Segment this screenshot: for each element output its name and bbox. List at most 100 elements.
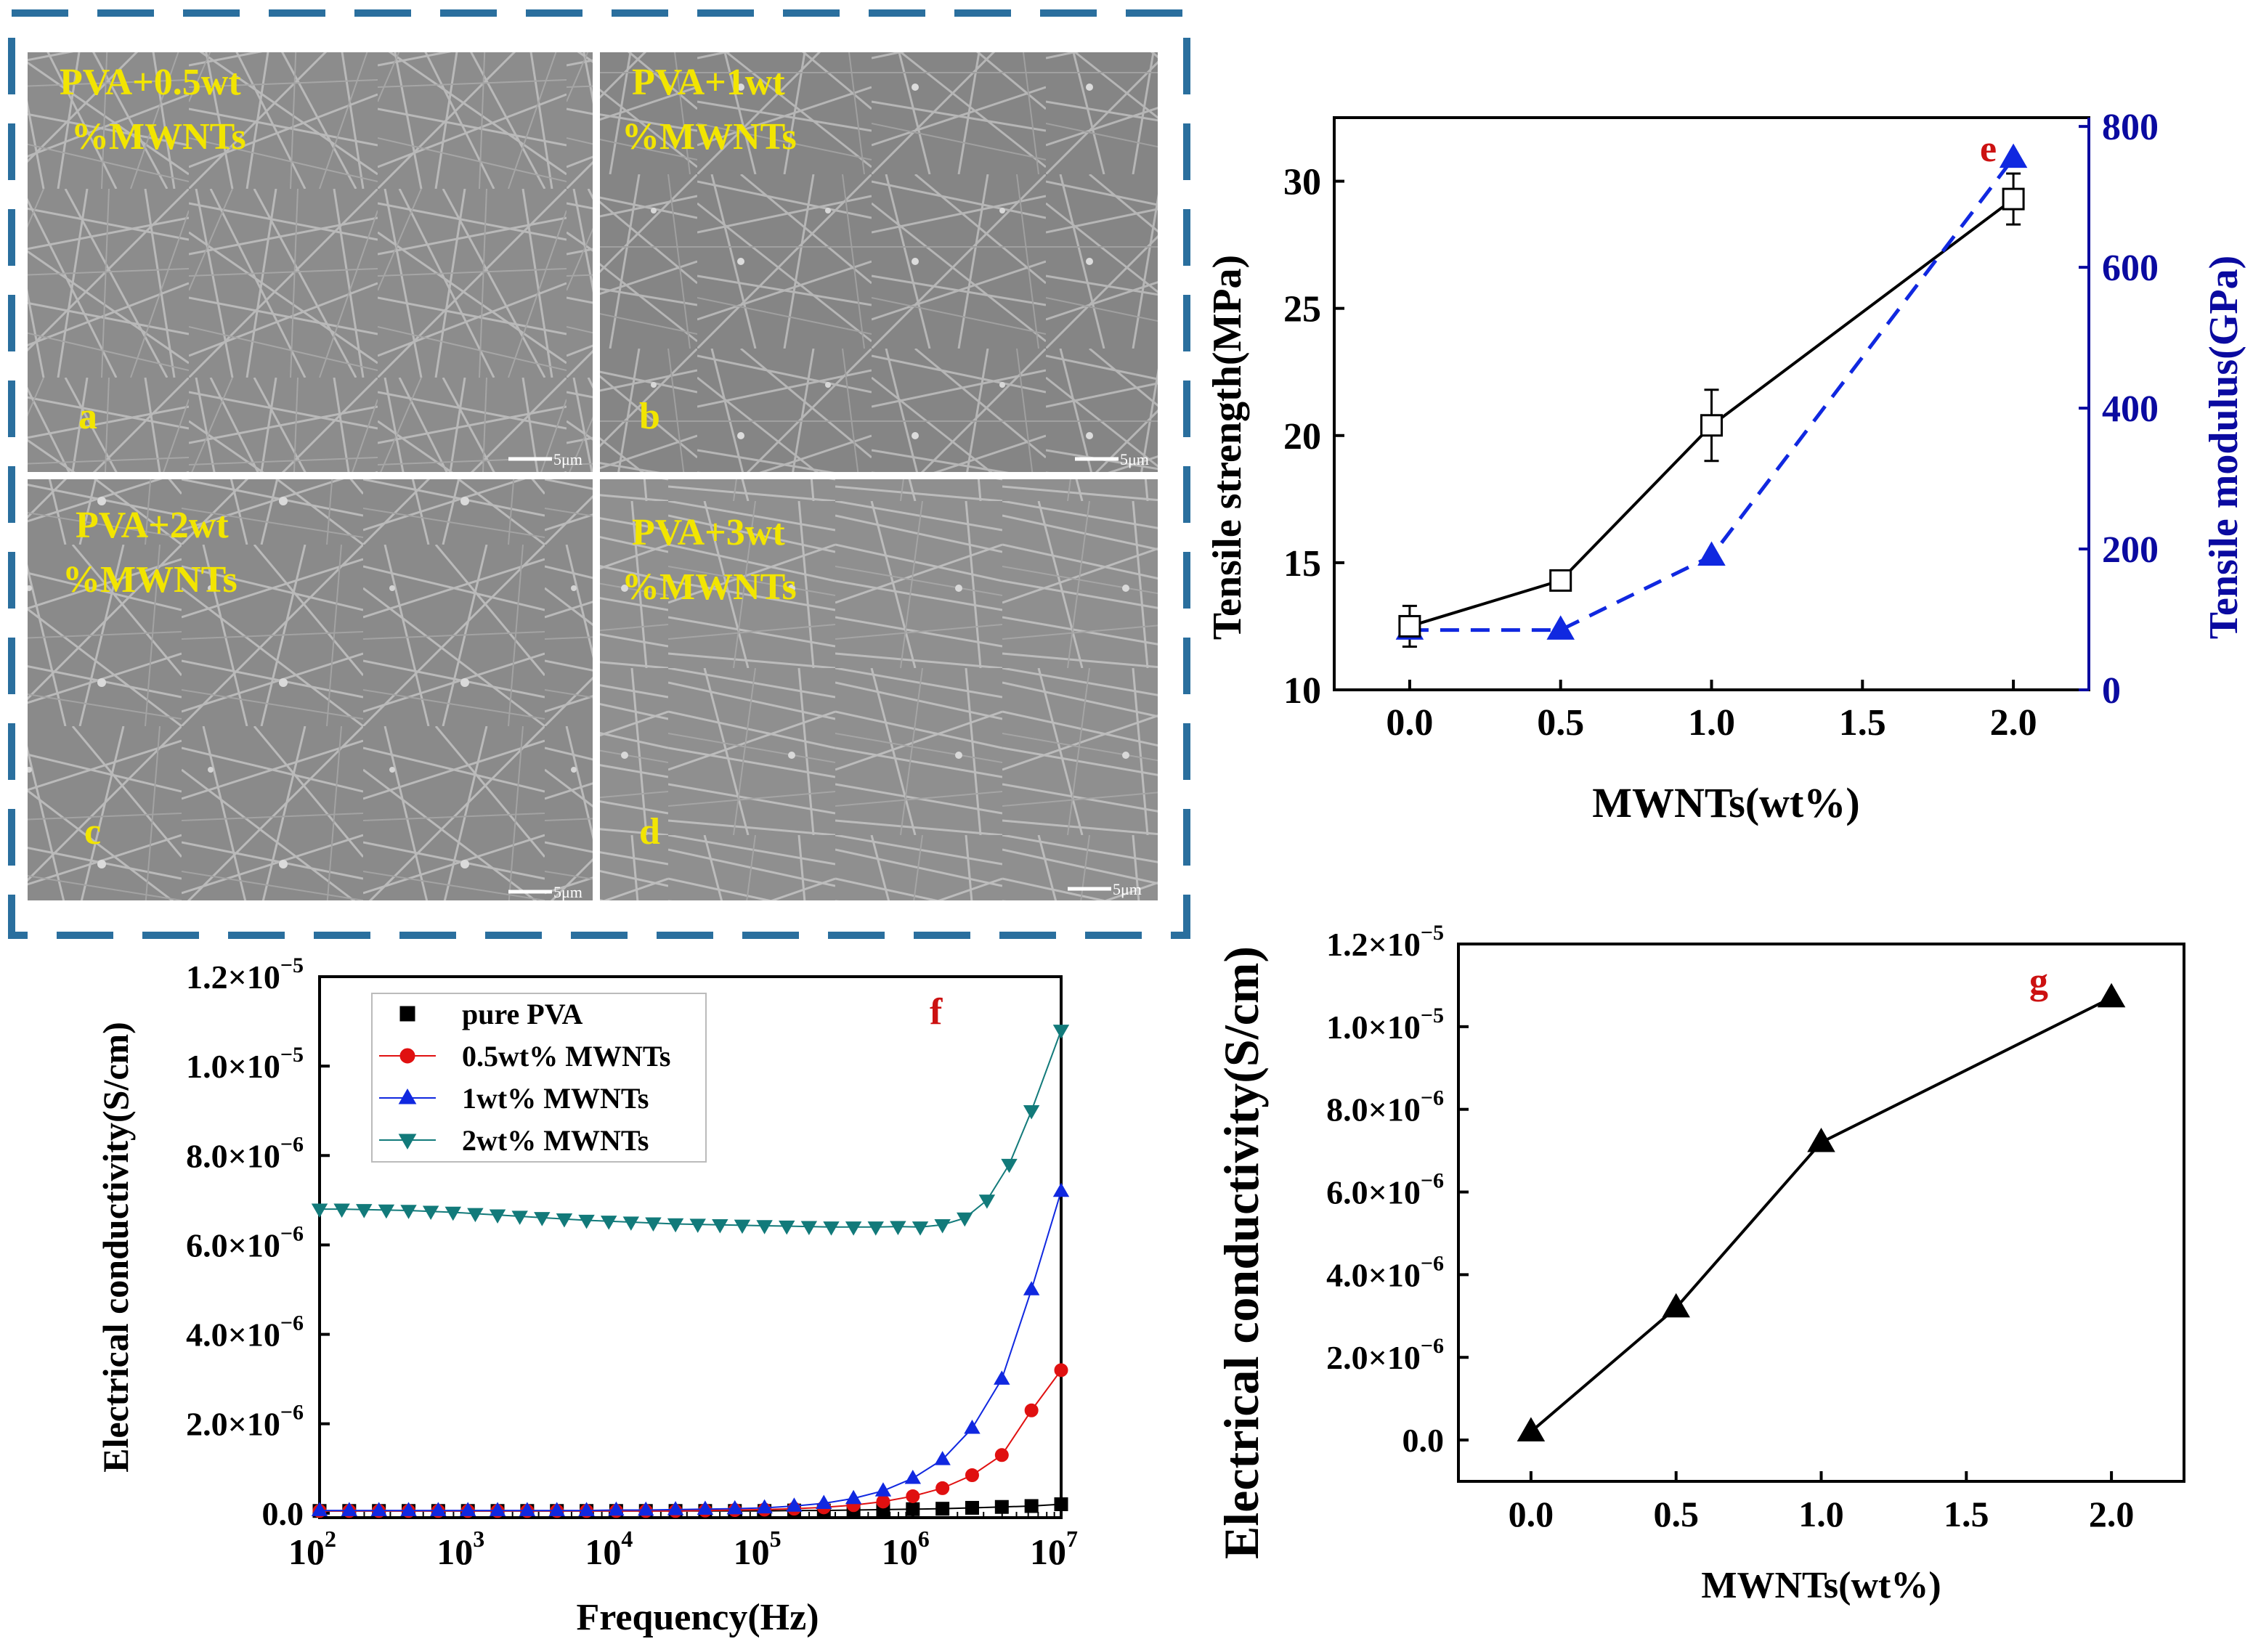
sem-panel-b: PVA+1wt %MWNTs b 5μm — [600, 52, 1158, 472]
sem-panel-c: PVA+2wt %MWNTs c 5μm — [28, 479, 593, 901]
chart-f-legend-marker — [398, 1088, 417, 1104]
chart-f-series-point — [1023, 1105, 1040, 1120]
chart-f-series-point — [904, 1470, 922, 1484]
chart-g-ytick-mantissa: 8.0×10 — [1326, 1091, 1421, 1128]
chart-f-ytick-label: 2.0×10−6 — [186, 1401, 304, 1443]
sem-image-grid: PVA+0.5wt %MWNTs a 5μm PVA+1wt %MWNTs b … — [8, 9, 1190, 939]
chart-g-ytick-exp: −6 — [1421, 1169, 1444, 1193]
chart-f-series-point — [845, 1221, 862, 1236]
sem-label-d-line2: %MWNTs — [622, 566, 797, 608]
chart-f-ytick-mantissa: 8.0×10 — [186, 1137, 280, 1174]
chart-f-series-point — [422, 1205, 439, 1221]
chart-f-xtick-label: 102 — [288, 1526, 336, 1572]
chart-g-ytick-label: 1.2×10−5 — [1326, 921, 1444, 963]
chart-f-ytick-label: 4.0×10−6 — [186, 1311, 304, 1354]
chart-f-series-point — [712, 1219, 728, 1234]
chart-f-xtick-label: 105 — [734, 1526, 782, 1572]
chart-e-y2tick-label: 0 — [2102, 670, 2121, 712]
chart-f-series-point — [1023, 1281, 1040, 1295]
sem-letter-b: b — [639, 396, 660, 437]
chart-f-xtick-base: 10 — [734, 1531, 770, 1572]
sem-letter-a: a — [78, 396, 97, 437]
chart-f-xtick-base: 10 — [882, 1531, 918, 1572]
sem-panel-a: PVA+0.5wt %MWNTs a 5μm — [28, 52, 593, 472]
chart-f-series-point — [935, 1502, 950, 1516]
chart-f-series-point — [534, 1212, 551, 1226]
chart-f-series-point — [1054, 1363, 1068, 1378]
chart-f-series-point — [934, 1451, 951, 1465]
chart-f-series-point — [756, 1499, 773, 1514]
chart-g-ytick-mantissa: 4.0×10 — [1326, 1256, 1421, 1293]
chart-g-ytick-exp: −5 — [1421, 921, 1444, 945]
chart-e-xlabel: MWNTs(wt%) — [1592, 779, 1859, 826]
chart-f-series-point — [964, 1420, 981, 1434]
chart-f-series-point — [734, 1219, 751, 1234]
chart-f-series-point — [786, 1497, 803, 1512]
chart-f-series-point — [1054, 1497, 1068, 1512]
chart-f-series-point — [578, 1502, 595, 1516]
chart-g-ytick-label: 4.0×10−6 — [1326, 1251, 1444, 1293]
chart-e-xtick-label: 0.5 — [1537, 702, 1584, 744]
chart-f-series-point — [912, 1221, 929, 1236]
chart-f-ytick-label: 8.0×10−6 — [186, 1132, 304, 1174]
chart-e-xtick-label: 0.0 — [1386, 702, 1433, 744]
chart-f-series-point — [370, 1502, 387, 1516]
chart-g-ytick-mantissa: 2.0×10 — [1326, 1339, 1421, 1376]
scale-label-d: 5μm — [1113, 880, 1142, 898]
chart-f-xtick-label: 107 — [1030, 1526, 1078, 1572]
chart-g-ytick-label: 8.0×10−6 — [1326, 1086, 1444, 1128]
chart-e-panel-letter: e — [1980, 129, 1997, 170]
chart-f-series-point — [548, 1502, 565, 1516]
chart-f-ytick-mantissa: 1.0×10 — [186, 1048, 280, 1085]
chart-e-modulus-point — [1697, 541, 1726, 566]
chart-f-series-point — [957, 1212, 973, 1227]
chart-f-ylabel: Electrical conductivity(S/cm) — [95, 1022, 136, 1473]
chart-f-ytick-mantissa: 6.0×10 — [186, 1226, 280, 1264]
chart-e-ytick-label: 20 — [1283, 416, 1321, 457]
chart-f-series-point — [1052, 1025, 1070, 1039]
chart-f-series-point — [333, 1203, 350, 1218]
chart-f-ytick-label: 6.0×10−6 — [186, 1221, 304, 1264]
chart-e-y2tick-label: 800 — [2102, 107, 2159, 148]
chart-e-ytick-label: 10 — [1283, 670, 1321, 712]
chart-e-strength-point — [1398, 614, 1421, 638]
chart-f-xtick-base: 10 — [1030, 1531, 1066, 1572]
chart-g-xtick-label: 2.0 — [2089, 1494, 2135, 1534]
chart-f-ytick-exp: −6 — [280, 1311, 304, 1335]
chart-f-xtick-exp: 7 — [1066, 1526, 1078, 1552]
chart-f-series-point — [906, 1502, 920, 1516]
chart-f-series-line — [320, 1030, 1062, 1228]
chart-f-conductivity-frequency: 102 103 104 105 106 1070.02.0×10−64.0×10−66.0… — [95, 953, 1078, 1638]
chart-e-ytick-label: 30 — [1283, 162, 1321, 203]
chart-g-ytick-exp: −6 — [1421, 1334, 1444, 1358]
chart-f-panel-letter: f — [930, 991, 943, 1033]
chart-e-modulus-point — [1999, 143, 2028, 168]
chart-f-xtick-base: 10 — [437, 1531, 473, 1572]
chart-g-series-point — [1517, 1417, 1546, 1441]
chart-f-series-point — [622, 1216, 640, 1231]
chart-f-series-point — [994, 1448, 1009, 1462]
scale-label-c: 5μm — [553, 883, 582, 901]
chart-f-series-point — [816, 1494, 832, 1509]
chart-f-series-point — [890, 1221, 906, 1235]
chart-f-series-point — [978, 1195, 996, 1209]
chart-f-ytick-exp: −6 — [280, 1221, 304, 1245]
sem-image-c — [28, 479, 593, 900]
chart-e-y2tick-label: 600 — [2102, 248, 2159, 289]
chart-f-series-point — [689, 1218, 706, 1233]
chart-f-xtick-exp: 2 — [325, 1526, 336, 1552]
chart-f-xtick-exp: 6 — [918, 1526, 930, 1552]
chart-f-series-point — [400, 1205, 417, 1219]
chart-f-series-point — [341, 1502, 358, 1516]
chart-e-y2tick-label: 400 — [2102, 388, 2159, 430]
chart-f-legend-box — [371, 993, 707, 1163]
chart-f-xtick-label: 106 — [882, 1526, 930, 1572]
chart-f-series-point — [645, 1217, 662, 1232]
chart-g-ytick-mantissa: 0.0 — [1402, 1422, 1445, 1459]
chart-f-series-point — [311, 1203, 328, 1218]
scale-label-b: 5μm — [1120, 450, 1149, 468]
chart-g-ytick-mantissa: 1.2×10 — [1326, 926, 1421, 963]
sem-image-d — [600, 479, 1158, 900]
chart-f-legend-marker — [399, 1006, 415, 1022]
